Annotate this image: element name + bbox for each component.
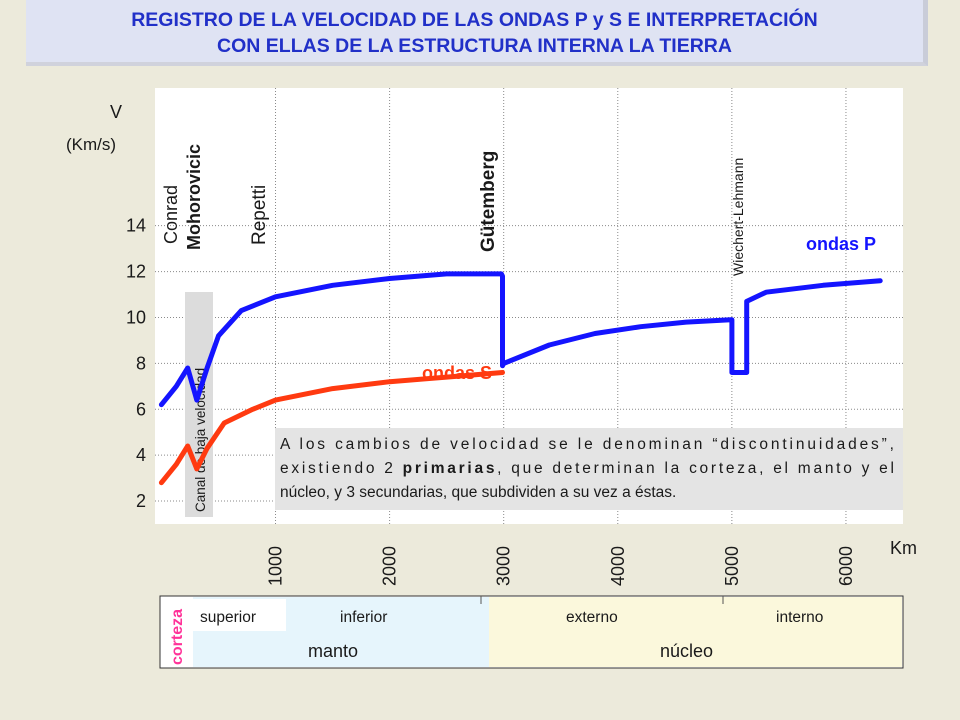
- y-tick-labels: 2 4 6 8 10 12 14: [126, 216, 146, 511]
- title-line-2: CON ELLAS DE LA ESTRUCTURA INTERNA LA TI…: [217, 35, 732, 57]
- inferior-label: inferior: [340, 609, 387, 626]
- title-banner: REGISTRO DE LA VELOCIDAD DE LAS ONDAS P …: [26, 0, 928, 66]
- superior-label: superior: [200, 609, 256, 626]
- externo-label: externo: [566, 609, 618, 626]
- y-axis-label-v: V: [110, 102, 122, 122]
- y-tick-label-8: 8: [136, 353, 146, 373]
- x-axis-unit-label: Km: [890, 538, 917, 558]
- x-tick-labels: 1000 2000 3000 4000 5000 6000: [266, 546, 856, 586]
- x-tick-label-5000: 5000: [722, 546, 742, 586]
- note-line-3: núcleo, y 3 secundarias, que subdividen …: [280, 484, 676, 501]
- title-line-1: REGISTRO DE LA VELOCIDAD DE LAS ONDAS P …: [131, 9, 818, 31]
- conrad-label: Conrad: [161, 185, 181, 244]
- series-line-ondas-p: [158, 271, 883, 408]
- core-region: [489, 597, 902, 667]
- x-tick-label-1000: 1000: [266, 546, 286, 586]
- corteza-label: corteza: [169, 609, 186, 665]
- ondas-s-label: ondas S: [422, 363, 492, 383]
- note-box: [275, 428, 903, 510]
- y-tick-label-12: 12: [126, 262, 146, 282]
- low-velocity-channel-band: [185, 292, 213, 517]
- note-line-2c: , que determinan la corteza, el manto y …: [497, 460, 894, 477]
- x-tick-label-6000: 6000: [836, 546, 856, 586]
- mohorovicic-label: Mohorovicic: [184, 144, 204, 250]
- y-tick-label-6: 6: [136, 399, 146, 419]
- series-group: [158, 271, 883, 486]
- x-tick-label-2000: 2000: [380, 546, 400, 586]
- y-tick-label-14: 14: [126, 216, 146, 236]
- interno-label: interno: [776, 609, 823, 626]
- y-axis-label-unit: (Km/s): [66, 135, 116, 154]
- y-tick-label-10: 10: [126, 307, 146, 327]
- note-line-2: existiendo 2 primarias, que determinan l…: [280, 460, 894, 477]
- manto-label: manto: [308, 641, 358, 661]
- note-line-1: A los cambios de velocidad se le denomin…: [280, 436, 894, 453]
- series-line-ondas-s: [158, 370, 505, 486]
- y-tick-label-4: 4: [136, 445, 146, 465]
- x-tick-label-3000: 3000: [494, 546, 514, 586]
- y-tick-label-2: 2: [136, 491, 146, 511]
- repetti-label: Repetti: [249, 185, 270, 245]
- canal-label: Canal de baja velocidad: [193, 368, 208, 512]
- superior-region: [193, 599, 286, 631]
- note-line-2a: existiendo 2: [280, 460, 400, 477]
- x-tick-label-4000: 4000: [608, 546, 628, 586]
- ondas-p-label: ondas P: [806, 234, 876, 254]
- note-primarias: primarias: [403, 460, 495, 477]
- gutemberg-label: Gütemberg: [478, 151, 499, 252]
- wiechert-lehmann-label: Wiechert-Lehmann: [730, 158, 746, 276]
- nucleo-label: núcleo: [660, 641, 713, 661]
